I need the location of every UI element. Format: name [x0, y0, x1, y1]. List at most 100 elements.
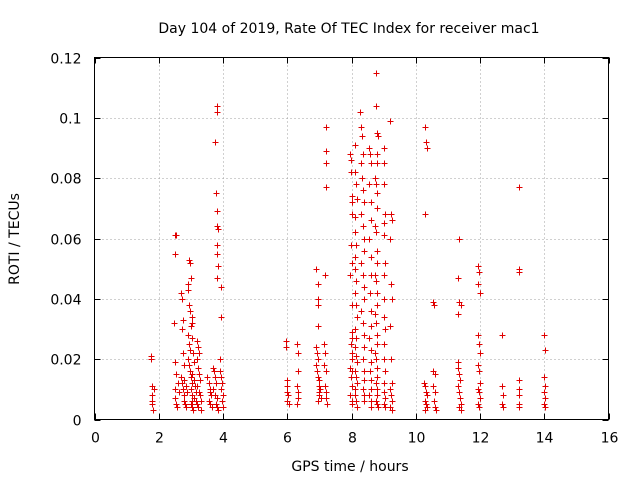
data-point [388, 211, 395, 218]
data-point [381, 232, 388, 239]
data-point [476, 368, 483, 375]
data-point [476, 389, 483, 396]
data-point [360, 386, 367, 393]
data-point [368, 160, 375, 167]
x-tick-label: 6 [283, 431, 292, 447]
data-point [457, 395, 464, 402]
data-point [183, 404, 190, 411]
data-point [516, 386, 523, 393]
data-point [455, 311, 462, 318]
data-point [477, 350, 484, 357]
data-point [186, 362, 193, 369]
data-point [388, 356, 395, 363]
data-point [381, 296, 388, 303]
data-point [368, 308, 375, 315]
data-point [374, 260, 381, 267]
data-point [206, 380, 213, 387]
data-point [374, 401, 381, 408]
data-point [541, 401, 548, 408]
data-point [458, 302, 465, 309]
data-point [366, 335, 373, 342]
data-point [354, 359, 361, 366]
data-point [431, 398, 438, 405]
data-point [361, 248, 368, 255]
data-point [476, 341, 483, 348]
data-point [294, 383, 301, 390]
data-point [475, 263, 482, 270]
data-point [190, 350, 197, 357]
data-point [195, 365, 202, 372]
data-point [374, 151, 381, 158]
data-point [366, 392, 373, 399]
data-point [475, 362, 482, 369]
data-point [352, 142, 359, 149]
data-point [150, 407, 157, 414]
data-point [387, 386, 394, 393]
data-point [188, 323, 195, 330]
data-point [368, 359, 375, 366]
data-point [214, 404, 221, 411]
data-point [368, 323, 375, 330]
data-point [389, 398, 396, 405]
data-point [358, 124, 365, 131]
data-point [373, 103, 380, 110]
data-point [218, 314, 225, 321]
data-point [360, 187, 367, 194]
data-point [315, 356, 322, 363]
data-point [352, 392, 359, 399]
data-point [198, 407, 205, 414]
data-point [361, 199, 368, 206]
data-point [382, 395, 389, 402]
data-point [172, 386, 179, 393]
data-point [315, 281, 322, 288]
y-tick-label: 0.02 [50, 353, 81, 369]
data-point [197, 377, 204, 384]
data-point [367, 368, 374, 375]
data-point [422, 398, 429, 405]
data-point [180, 317, 187, 324]
data-point [217, 356, 224, 363]
data-point [422, 407, 429, 414]
data-point [294, 341, 301, 348]
data-point [361, 284, 368, 291]
data-point [314, 368, 321, 375]
data-point [323, 368, 330, 375]
data-point [188, 275, 195, 282]
data-point [349, 199, 356, 206]
data-point [323, 148, 330, 155]
data-point [315, 374, 322, 381]
data-point [313, 344, 320, 351]
data-point [367, 290, 374, 297]
x-axis-tick-labels: 0 2 4 6 8 10 12 14 16 [91, 431, 618, 447]
data-point [295, 368, 302, 375]
data-point [433, 407, 440, 414]
data-point [354, 314, 361, 321]
x-tick-label: 8 [348, 431, 357, 447]
y-tick-label: 0.06 [50, 233, 81, 249]
data-point [456, 389, 463, 396]
data-point [172, 251, 179, 258]
data-point [374, 130, 381, 137]
data-point [215, 226, 222, 233]
data-point [183, 383, 190, 390]
data-point [210, 365, 217, 372]
data-point [432, 389, 439, 396]
data-point [322, 272, 329, 279]
data-point [374, 392, 381, 399]
data-point [191, 359, 198, 366]
data-point [220, 404, 227, 411]
data-point [347, 151, 354, 158]
data-point [353, 278, 360, 285]
x-tick-label: 12 [472, 431, 490, 447]
data-point [373, 278, 380, 285]
data-point [190, 407, 197, 414]
data-point [189, 320, 196, 327]
data-point [372, 311, 379, 318]
data-point [542, 404, 549, 411]
data-point [187, 260, 194, 267]
data-point [366, 181, 373, 188]
axis-ticks [94, 57, 610, 421]
data-point [178, 374, 185, 381]
plot-frame [94, 57, 609, 420]
data-point [455, 365, 462, 372]
